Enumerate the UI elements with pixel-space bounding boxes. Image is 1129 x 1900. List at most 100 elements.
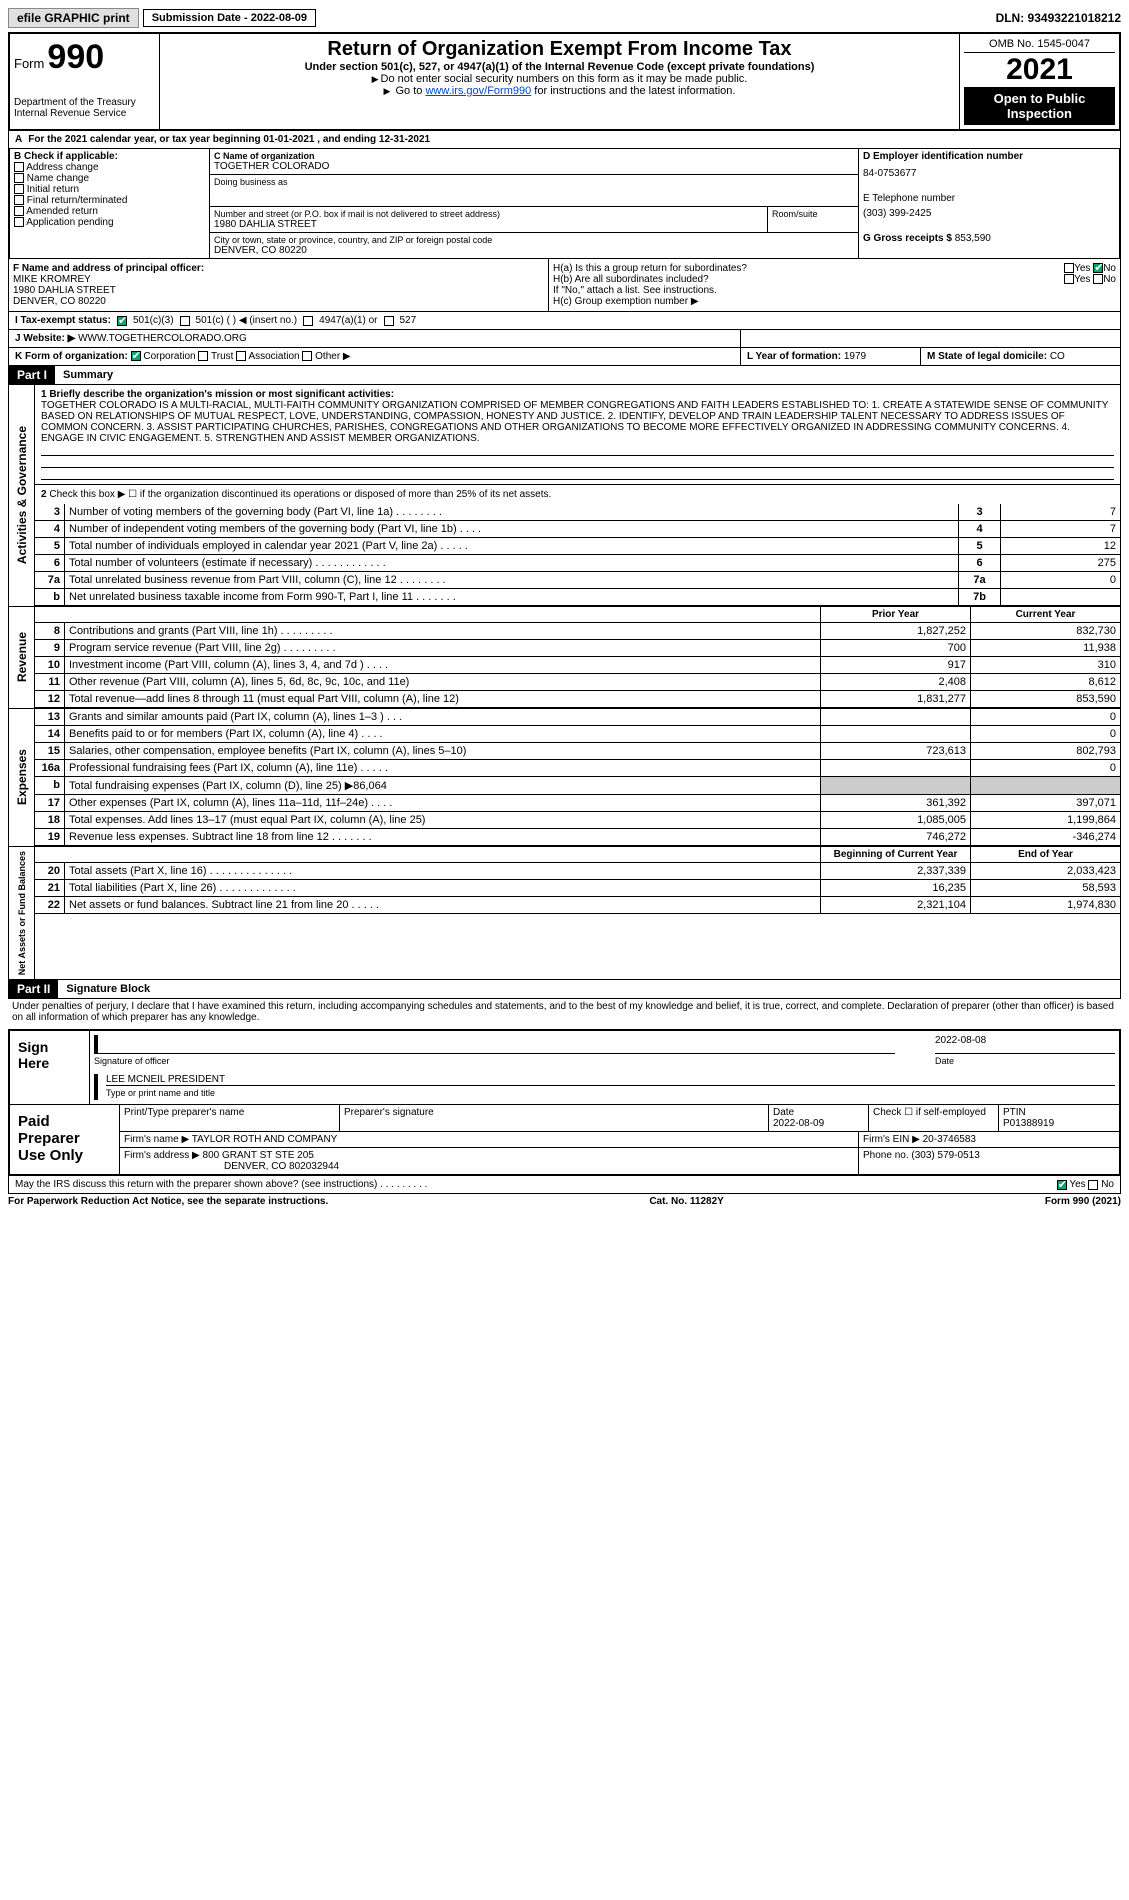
rev-side-label: Revenue (11, 628, 33, 686)
cb-501c[interactable] (180, 316, 190, 326)
website-row: J Website: ▶ WWW.TOGETHERCOLORADO.ORG (8, 330, 1121, 348)
officer-addr1: 1980 DAHLIA STREET (13, 285, 544, 296)
h-a-no[interactable] (1093, 263, 1103, 273)
part1-title: Summary (55, 367, 121, 383)
exp-side-label: Expenses (11, 745, 33, 809)
table-row: 12Total revenue—add lines 8 through 11 (… (35, 691, 1120, 708)
cb-amended-return[interactable]: Amended return (14, 206, 205, 217)
discuss-no[interactable] (1088, 1180, 1098, 1190)
part2-header: Part II (9, 980, 58, 998)
note-link: Go to www.irs.gov/Form990 for instructio… (164, 85, 955, 97)
room-label: Room/suite (772, 209, 854, 219)
tax-year: 2021 (964, 53, 1115, 87)
page-footer: For Paperwork Reduction Act Notice, see … (8, 1194, 1121, 1209)
mission-block: 1 Briefly describe the organization's mi… (35, 385, 1120, 485)
firm-ein-label: Firm's EIN ▶ (863, 1134, 920, 1145)
table-row: 3Number of voting members of the governi… (35, 504, 1120, 521)
footer-center: Cat. No. 11282Y (649, 1196, 723, 1207)
cb-name-change[interactable]: Name change (14, 173, 205, 184)
irs-form990-link[interactable]: www.irs.gov/Form990 (425, 85, 531, 97)
dba-label: Doing business as (214, 177, 854, 187)
prior-year-hdr: Prior Year (820, 607, 970, 622)
table-row: 14Benefits paid to or for members (Part … (35, 726, 1120, 743)
expenses-section: Expenses 13Grants and similar amounts pa… (8, 709, 1121, 847)
prep-date-val: 2022-08-09 (773, 1118, 824, 1129)
period-text: For the 2021 calendar year, or tax year … (28, 134, 430, 145)
discuss-question: May the IRS discuss this return with the… (15, 1179, 427, 1190)
cb-4947[interactable] (303, 316, 313, 326)
firm-name-label: Firm's name ▶ (124, 1134, 189, 1145)
paid-preparer-label: Paid Preparer Use Only (10, 1105, 120, 1174)
h-a-yes[interactable] (1064, 263, 1074, 273)
table-row: 21Total liabilities (Part X, line 26) . … (35, 880, 1120, 897)
cb-other[interactable] (302, 351, 312, 361)
net-side-label: Net Assets or Fund Balances (13, 847, 31, 979)
tax-status-label: I Tax-exempt status: (15, 315, 111, 326)
current-year-hdr: Current Year (970, 607, 1120, 622)
cb-initial-return[interactable]: Initial return (14, 184, 205, 195)
table-row: 15Salaries, other compensation, employee… (35, 743, 1120, 760)
prep-selfemp: Check ☐ if self-employed (869, 1105, 999, 1131)
table-row: bNet unrelated business taxable income f… (35, 589, 1120, 606)
part1-bar: Part I Summary (8, 366, 1121, 385)
h-b-yes[interactable] (1064, 274, 1074, 284)
note-pre: Go to (396, 85, 426, 97)
cb-corp[interactable] (131, 351, 141, 361)
box-b: B Check if applicable: Address change Na… (10, 149, 210, 258)
footer-left: For Paperwork Reduction Act Notice, see … (8, 1196, 328, 1207)
cb-final-return[interactable]: Final return/terminated (14, 195, 205, 206)
col-header-1: Prior Year Current Year (35, 607, 1120, 623)
table-row: 8Contributions and grants (Part VIII, li… (35, 623, 1120, 640)
section-f-h: F Name and address of principal officer:… (8, 259, 1121, 312)
firm-addr2: DENVER, CO 802032944 (224, 1161, 339, 1172)
signature-block: Sign Here Signature of officer 2022-08-0… (8, 1029, 1121, 1176)
sig-name: LEE MCNEIL PRESIDENT (106, 1074, 1115, 1085)
prep-date-hdr: Date (773, 1107, 794, 1118)
efile-print-button[interactable]: efile GRAPHIC print (8, 8, 139, 28)
h-b-note: If "No," attach a list. See instructions… (553, 285, 1116, 296)
cb-trust[interactable] (198, 351, 208, 361)
state-domicile-label: M State of legal domicile: (927, 351, 1047, 362)
table-row: 22Net assets or fund balances. Subtract … (35, 897, 1120, 914)
discuss-yes[interactable] (1057, 1180, 1067, 1190)
table-row: 17Other expenses (Part IX, column (A), l… (35, 795, 1120, 812)
prep-name-hdr: Print/Type preparer's name (120, 1105, 340, 1131)
irs-label: Internal Revenue Service (14, 108, 155, 119)
sig-date-label: Date (935, 1053, 1115, 1068)
sig-officer-label: Signature of officer (94, 1053, 895, 1068)
state-domicile-value: CO (1050, 351, 1065, 362)
city-label: City or town, state or province, country… (214, 235, 854, 245)
form-header: Form 990 Department of the Treasury Inte… (8, 32, 1121, 131)
table-row: 9Program service revenue (Part VIII, lin… (35, 640, 1120, 657)
box-deg: D Employer identification number 84-0753… (859, 149, 1119, 258)
table-row: 10Investment income (Part VIII, column (… (35, 657, 1120, 674)
firm-phone: (303) 579-0513 (911, 1150, 979, 1161)
cb-application-pending[interactable]: Application pending (14, 217, 205, 228)
penalty-text: Under penalties of perjury, I declare th… (8, 999, 1121, 1025)
sign-here-label: Sign Here (10, 1031, 90, 1104)
h-a-question: H(a) Is this a group return for subordin… (553, 263, 747, 274)
part2-title: Signature Block (58, 981, 158, 997)
officer-label: F Name and address of principal officer: (13, 263, 544, 274)
mission-label: 1 Briefly describe the organization's mi… (41, 389, 1114, 400)
footer-right: Form 990 (2021) (1045, 1196, 1121, 1207)
officer-addr2: DENVER, CO 80220 (13, 296, 544, 307)
cb-501c3[interactable] (117, 316, 127, 326)
open-public-badge: Open to Public Inspection (964, 87, 1115, 125)
gov-side-label: Activities & Governance (11, 422, 33, 568)
note-ssn: Do not enter social security numbers on … (164, 73, 955, 85)
table-row: 4Number of independent voting members of… (35, 521, 1120, 538)
net-assets-section: Net Assets or Fund Balances Beginning of… (8, 847, 1121, 980)
street-label: Number and street (or P.O. box if mail i… (214, 209, 763, 219)
table-row: 7aTotal unrelated business revenue from … (35, 572, 1120, 589)
cb-527[interactable] (384, 316, 394, 326)
box-b-label: B Check if applicable: (14, 151, 205, 162)
submission-date: Submission Date - 2022-08-09 (143, 9, 316, 27)
h-b-no[interactable] (1093, 274, 1103, 284)
line2-text: Check this box ▶ ☐ if the organization d… (49, 489, 551, 500)
cb-address-change[interactable]: Address change (14, 162, 205, 173)
sig-date: 2022-08-08 (935, 1035, 1115, 1053)
tax-status-row: I Tax-exempt status: 501(c)(3) 501(c) ( … (8, 312, 1121, 330)
ein-label: D Employer identification number (863, 151, 1115, 162)
cb-assoc[interactable] (236, 351, 246, 361)
